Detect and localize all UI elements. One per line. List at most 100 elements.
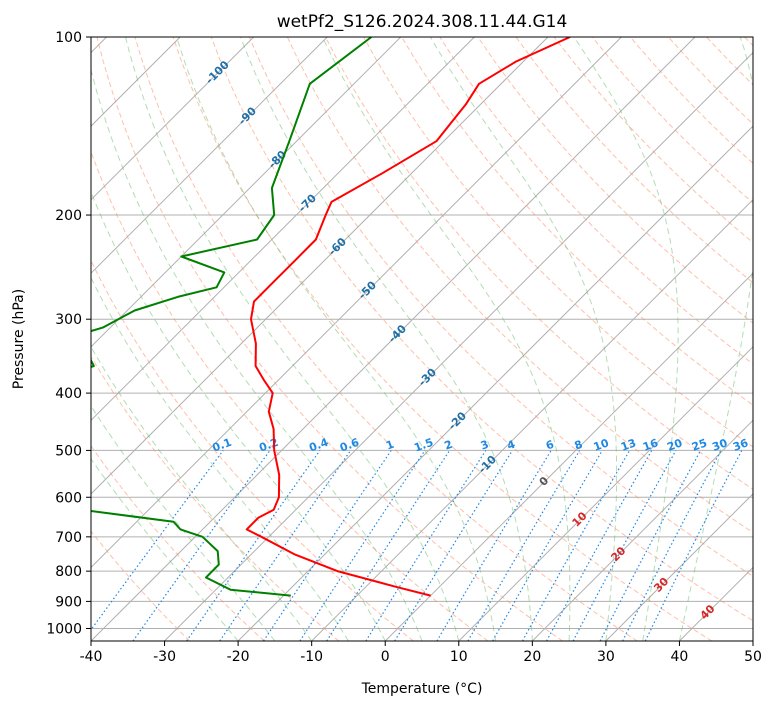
isotherm-gridline: [164, 51, 753, 641]
moist-adiabat: [573, 37, 679, 641]
moist-adiabat: [125, 37, 460, 641]
dry-adiabat: [553, 37, 753, 244]
moist-adiabat: [91, 67, 423, 641]
dry-adiabat: [248, 37, 753, 577]
x-tick-label: 20: [523, 649, 541, 665]
moist-adiabat: [678, 37, 753, 641]
axes: -40 -30 -20 -10 0 10 20 30 40 5010020030040050060…: [46, 30, 762, 665]
dry-adiabat: [96, 37, 563, 641]
dry-adiabat: [477, 37, 753, 324]
mixing-ratio-line: [394, 450, 513, 641]
mixing-ratio-line: [521, 450, 631, 641]
y-tick-label: 700: [55, 530, 82, 546]
dry-adiabat: [91, 530, 191, 641]
plot-frame: [90, 36, 754, 642]
temperature-profile: [245, 37, 571, 597]
x-tick-label: 10: [450, 649, 468, 665]
mixing-ratio-line: [262, 450, 392, 641]
mixing-ratio-label: 36: [731, 436, 750, 454]
mixing-ratio-label: 13: [619, 436, 638, 453]
chart-title: wetPf2_S126.2024.308.11.44.G14: [277, 12, 568, 32]
mixing-ratio-line: [326, 450, 451, 641]
x-axis-label: Temperature (°C): [361, 681, 483, 697]
mixing-ratio-label: 4: [505, 438, 517, 453]
mixing-ratio-label: 10: [592, 436, 611, 454]
moist-adiabat: [91, 457, 239, 641]
mixing-ratio-label: 8: [573, 438, 585, 453]
y-tick-label: 1000: [46, 621, 82, 637]
y-axis-label: Pressure (hPa): [11, 289, 27, 389]
moist-adiabat: [240, 37, 533, 641]
mixing-ratio-label: 16: [641, 436, 660, 454]
moist-adiabat: [322, 37, 571, 641]
dry-adiabat: [744, 37, 753, 47]
mixing-ratio-line: [91, 450, 224, 631]
dry-adiabat: [401, 37, 753, 406]
y-tick-label: 300: [55, 312, 82, 328]
x-tick-label: -30: [153, 649, 176, 665]
mixing-ratio-label: 6: [544, 438, 556, 453]
dry-adiabat: [706, 37, 753, 86]
moist-adiabat: [91, 276, 349, 641]
x-tick-label: 30: [597, 649, 615, 665]
mixing-ratio-label: 2: [443, 438, 455, 453]
mixing-ratio-line: [132, 450, 271, 641]
mixing-ratio-label: 0.6: [338, 436, 361, 455]
y-tick-label: 400: [55, 386, 82, 402]
x-tick-label: -10: [300, 649, 323, 665]
dry-adiabat: [172, 37, 713, 641]
profiles: [91, 37, 571, 597]
x-tick-label: 0: [381, 649, 390, 665]
dry-adiabat: [91, 150, 489, 641]
mixing-ratio-line: [436, 450, 552, 641]
isotherm-gridline: [91, 37, 328, 274]
dry-adiabat: [134, 37, 638, 641]
isotherm-gridline: [384, 272, 753, 641]
x-tick-label: 50: [744, 649, 762, 665]
dry-adiabat: [515, 37, 753, 284]
y-tick-label: 800: [55, 564, 82, 580]
isotherm-gridline: [605, 493, 753, 641]
isotherm-gridline: [679, 566, 753, 641]
x-tick-label: -40: [80, 649, 103, 665]
y-tick-label: 600: [55, 490, 82, 506]
y-tick-label: 900: [55, 594, 82, 610]
mixing-ratio-line: [546, 450, 653, 641]
mixing-ratio-label: 0.4: [307, 436, 330, 455]
mixing-ratio-line: [644, 450, 743, 641]
mixing-ratio-line: [219, 450, 352, 641]
mixing-ratio-label: 1.5: [412, 436, 435, 455]
dry-adiabat: [325, 37, 753, 490]
isotherm-gridline: [311, 198, 753, 641]
mixing-ratio-line: [599, 450, 702, 641]
moist-adiabat: [91, 345, 313, 641]
y-tick-label: 200: [55, 208, 82, 224]
y-tick-label: 100: [55, 30, 82, 46]
x-tick-label: -20: [227, 649, 250, 665]
mixing-ratio-label: 20: [665, 436, 684, 454]
dry-adiabat: [668, 37, 753, 125]
dry-adiabat: [210, 37, 753, 622]
mixing-ratio-line: [572, 450, 677, 641]
mixing-ratio-line: [186, 450, 321, 641]
isotherm-gridline: [458, 346, 753, 641]
dewpoint-profile: [91, 37, 373, 597]
mixing-ratio-label: 1: [384, 438, 396, 453]
isotherm-gridline: [531, 419, 753, 641]
y-tick-label: 500: [55, 443, 82, 459]
isotherm-gridline: [91, 37, 475, 422]
isotherm-gridline: [91, 37, 402, 348]
moist-adiabat: [176, 37, 497, 641]
mixing-ratio-label: 3: [479, 438, 491, 453]
dry-adiabat: [91, 355, 340, 641]
mixing-ratio-label: 25: [690, 436, 709, 453]
dry-adiabat: [91, 259, 414, 641]
isotherm-gridline: [752, 640, 753, 641]
isotherm-gridline: [91, 37, 255, 201]
mixing-ratio-line: [467, 450, 581, 641]
moist-adiabat: [91, 405, 276, 641]
isotherm-gridline: [91, 37, 181, 127]
mixing-ratio-label: 30: [710, 436, 729, 454]
isotherm-gridline: [91, 37, 622, 569]
